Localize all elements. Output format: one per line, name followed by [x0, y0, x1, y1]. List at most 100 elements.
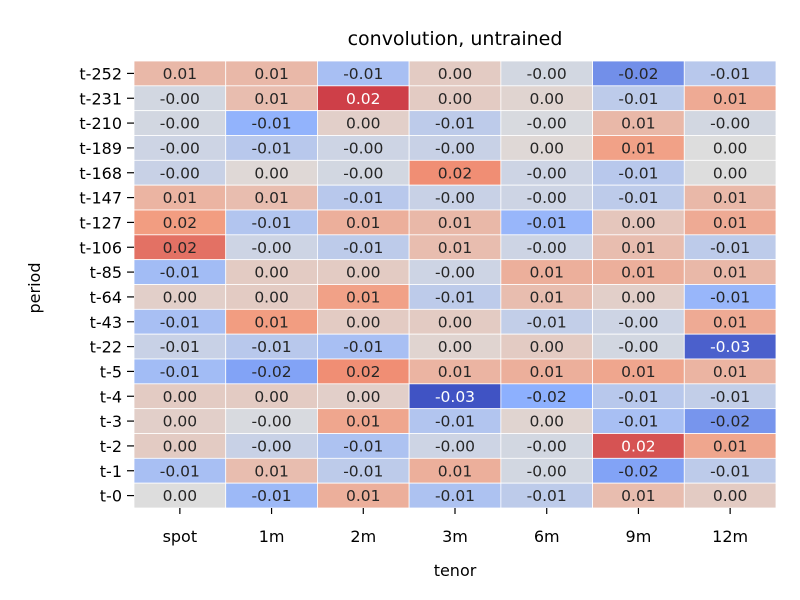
heatmap-cell	[592, 333, 685, 360]
cell-value-label: -0.00	[160, 90, 200, 108]
cell-value-label: 0.00	[254, 288, 289, 306]
heatmap-cells: 0.01 0.01 -0.01 0.00 -0.00 -0.02 -0.01 -0.00 0.0…	[133, 60, 777, 509]
cell-value-label: 0.01	[438, 239, 473, 257]
cell-value-label: 0.00	[529, 413, 564, 431]
cell-value-label: -0.03	[435, 388, 475, 406]
heatmap-cell	[500, 482, 593, 509]
heatmap-cell	[133, 408, 227, 434]
cell-value-label: -0.00	[527, 462, 567, 480]
cell-value-label: 0.01	[621, 115, 656, 133]
cell-value-label: 0.01	[621, 264, 656, 282]
x-tick-label: 12m	[712, 527, 748, 546]
cell-value-label: -0.01	[252, 214, 292, 232]
cell-value-label: -0.00	[160, 164, 200, 182]
x-tick-label: 6m	[534, 527, 560, 546]
cell-value-label: 0.01	[254, 65, 289, 83]
cell-value-label: 0.02	[163, 239, 198, 257]
cell-value-label: -0.00	[527, 437, 567, 455]
heatmap-cell	[683, 408, 777, 434]
heatmap-cell	[592, 457, 685, 484]
cell-value-label: -0.01	[343, 437, 383, 455]
y-tick-label: t-43	[90, 313, 122, 332]
cell-value-label: 0.01	[713, 363, 748, 381]
heatmap-cell	[683, 184, 777, 211]
cell-value-label: 0.00	[438, 338, 473, 356]
cell-value-label: 0.00	[438, 65, 473, 83]
cell-value-label: 0.00	[346, 115, 381, 133]
heatmap-cell	[133, 209, 227, 236]
heatmap-cell	[317, 60, 410, 87]
heatmap-cell	[133, 358, 227, 385]
cell-value-label: -0.00	[618, 313, 658, 331]
cell-value-label: -0.00	[527, 189, 567, 207]
y-tick-label: t-3	[100, 412, 122, 431]
cell-value-label: 0.01	[621, 363, 656, 381]
chart-title: convolution, untrained	[348, 28, 563, 50]
cell-value-label: 0.02	[346, 90, 381, 108]
cell-value-label: -0.01	[618, 189, 658, 207]
cell-value-label: 0.01	[713, 214, 748, 232]
heatmap-cell	[408, 184, 502, 211]
heatmap-cell	[317, 209, 410, 236]
heatmap-cell	[500, 433, 593, 459]
heatmap-cell	[133, 284, 227, 310]
cell-value-label: 0.00	[254, 264, 289, 282]
cell-value-label: 0.01	[254, 313, 289, 331]
heatmap-cell	[408, 234, 502, 261]
y-axis-label: period	[25, 263, 44, 314]
heatmap-cell	[317, 457, 410, 484]
cell-value-label: 0.00	[713, 139, 748, 157]
cell-value-label: -0.00	[343, 164, 383, 182]
heatmap-cell	[317, 85, 410, 112]
cell-value-label: -0.00	[527, 65, 567, 83]
x-tick-label: 9m	[626, 527, 652, 546]
cell-value-label: -0.00	[527, 115, 567, 133]
heatmap-cell	[500, 234, 593, 261]
heatmap-cell	[133, 333, 227, 360]
cell-value-label: -0.01	[160, 363, 200, 381]
cell-value-label: 0.00	[438, 313, 473, 331]
heatmap-cell	[500, 358, 593, 385]
cell-value-label: 0.02	[163, 214, 198, 232]
heatmap-cell	[592, 110, 685, 136]
heatmap-cell	[683, 333, 777, 360]
heatmap-cell	[133, 184, 227, 211]
heatmap-cell	[683, 433, 777, 459]
heatmap-cell	[317, 308, 410, 335]
cell-value-label: 0.02	[621, 437, 656, 455]
cell-value-label: 0.01	[529, 288, 564, 306]
cell-value-label: -0.02	[618, 462, 658, 480]
heatmap-cell	[500, 408, 593, 434]
x-tick-label: spot	[163, 527, 198, 546]
heatmap-cell	[500, 184, 593, 211]
cell-value-label: -0.00	[710, 115, 750, 133]
cell-value-label: 0.01	[529, 264, 564, 282]
cell-value-label: -0.00	[252, 239, 292, 257]
cell-value-label: -0.02	[710, 413, 750, 431]
cell-value-label: 0.00	[529, 139, 564, 157]
cell-value-label: -0.01	[618, 413, 658, 431]
heatmap-cell	[225, 482, 318, 509]
cell-value-label: -0.00	[527, 164, 567, 182]
heatmap-cell	[683, 209, 777, 236]
heatmap-cell	[317, 110, 410, 136]
cell-value-label: 0.00	[163, 413, 198, 431]
cell-value-label: 0.01	[438, 363, 473, 381]
heatmap-cell	[225, 333, 318, 360]
cell-value-label: -0.00	[435, 437, 475, 455]
cell-value-label: -0.00	[252, 437, 292, 455]
y-tick-label: t-147	[79, 189, 122, 208]
cell-value-label: -0.01	[618, 90, 658, 108]
cell-value-label: -0.01	[710, 388, 750, 406]
cell-value-label: 0.01	[346, 288, 381, 306]
heatmap-cell	[683, 284, 777, 310]
cell-value-label: 0.00	[713, 164, 748, 182]
heatmap-cell	[317, 259, 410, 285]
cell-value-label: 0.02	[438, 164, 473, 182]
heatmap-cell	[225, 135, 318, 161]
cell-value-label: 0.01	[438, 462, 473, 480]
cell-value-label: -0.01	[710, 239, 750, 257]
cell-value-label: -0.00	[343, 139, 383, 157]
heatmap-cell	[408, 457, 502, 484]
cell-value-label: -0.00	[160, 115, 200, 133]
